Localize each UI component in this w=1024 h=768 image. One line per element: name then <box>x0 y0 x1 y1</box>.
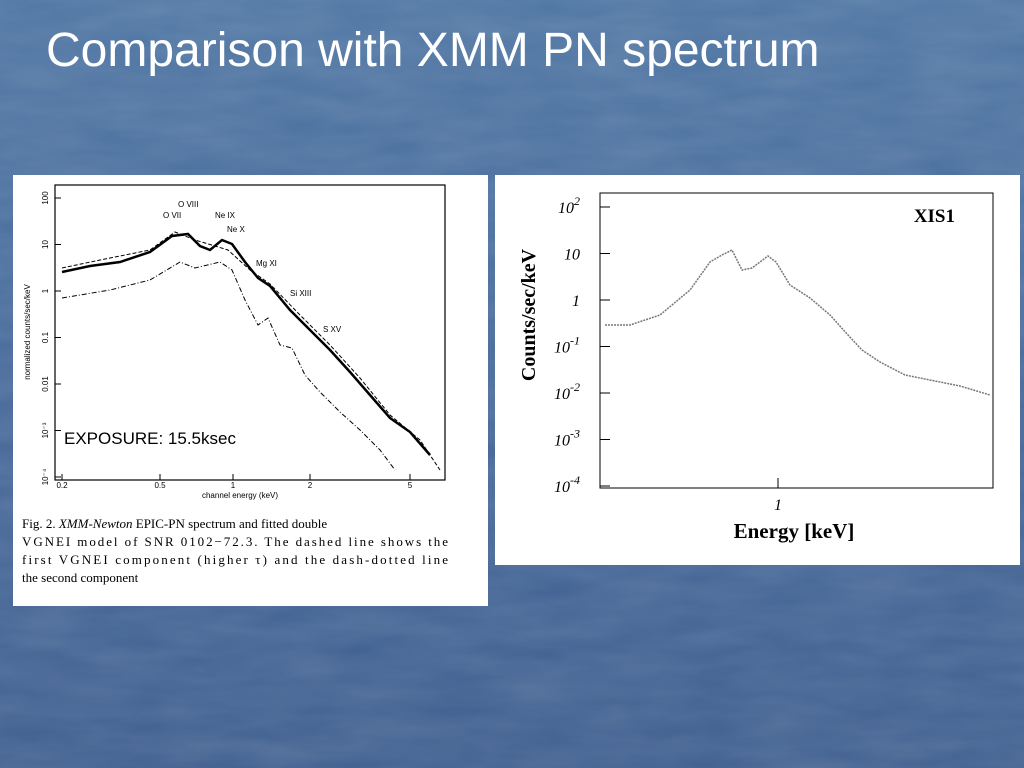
tick-exponent: 2 <box>574 194 580 208</box>
caption-text: XMM-Newton <box>58 516 133 531</box>
y-axis-label: Counts/sec/keV <box>518 248 540 381</box>
caption-line: VGNEI model of SNR 0102−72.3. The dashed… <box>22 534 448 549</box>
tick-base: 10 <box>564 247 580 264</box>
tick-exponent: -3 <box>570 427 580 441</box>
x-axis-label: channel energy (keV) <box>202 491 278 500</box>
tick-base: 1 <box>572 293 580 310</box>
caption-line: first VGNEI component (higher τ) and the… <box>22 552 448 567</box>
y-tick-label: 0.1 <box>41 331 50 343</box>
caption-line: the second component <box>22 570 139 585</box>
tick-base: 10 <box>554 479 570 496</box>
caption-text: EPIC-PN spectrum and fitted double <box>136 516 328 531</box>
detector-label: XIS1 <box>914 206 955 227</box>
line-label: Ne IX <box>215 211 236 220</box>
plot-frame <box>54 184 446 481</box>
figure-panel <box>495 175 1020 565</box>
x-tick-label: 5 <box>408 481 413 490</box>
data-curve <box>605 248 991 396</box>
y-tick-label: 10-4 <box>554 473 580 496</box>
y-tick-label: 10 <box>564 247 580 264</box>
y-tick-label: 102 <box>558 194 580 217</box>
model-curve <box>61 231 441 471</box>
caption-line: Fig. 2. XMM-Newton EPIC-PN spectrum and … <box>22 516 327 531</box>
line-label: Mg XI <box>256 259 277 268</box>
tick-base: 10 <box>554 433 570 450</box>
x-tick-label: 1 <box>231 481 236 490</box>
tick-exponent: -2 <box>570 380 580 394</box>
tick-exponent: -4 <box>570 473 580 487</box>
y-tick-label: 10⁻⁴ <box>41 468 50 485</box>
tick-base: 10 <box>554 386 570 403</box>
y-axis-label: normalized counts/sec/keV <box>23 284 32 380</box>
data-curve <box>61 232 431 456</box>
y-tick-label: 1 <box>572 293 580 310</box>
y-tick-label: 10-3 <box>554 427 580 450</box>
x-axis-label: Energy [keV] <box>734 519 855 543</box>
x-tick-label: 2 <box>308 481 313 490</box>
line-label: O VIII <box>178 200 198 209</box>
line-label: O VII <box>163 211 181 220</box>
exposure-annotation: EXPOSURE: 15.5ksec <box>64 429 236 448</box>
y-tick-label: 10-1 <box>554 334 580 357</box>
left-figure: EXPOSURE: 15.5ksec channel energy (keV) … <box>13 175 488 606</box>
x-tick-label: 0.5 <box>154 481 166 490</box>
right-figure: XIS1 Energy [keV] Counts/sec/keV 1 10210… <box>495 175 1020 565</box>
model-curve <box>61 261 396 471</box>
y-tick-label: 0.01 <box>41 376 50 392</box>
x-tick-label: 1 <box>774 497 782 514</box>
plot-frame <box>599 192 994 489</box>
line-label: S XV <box>323 325 342 334</box>
tick-exponent: -1 <box>570 334 580 348</box>
figure-panel <box>13 175 488 606</box>
line-label: Ne X <box>227 225 245 234</box>
y-tick-label: 1 <box>41 288 50 293</box>
x-tick-label: 0.2 <box>56 481 68 490</box>
y-tick-label: 100 <box>41 191 50 205</box>
tick-base: 10 <box>554 340 570 357</box>
line-label: Si XIII <box>290 289 311 298</box>
caption-text: Fig. 2. <box>22 516 56 531</box>
y-tick-label: 10⁻³ <box>41 422 50 438</box>
slide-title: Comparison with XMM PN spectrum <box>46 24 820 77</box>
tick-base: 10 <box>558 200 574 217</box>
y-tick-label: 10-2 <box>554 380 580 403</box>
y-tick-label: 10 <box>41 240 50 249</box>
